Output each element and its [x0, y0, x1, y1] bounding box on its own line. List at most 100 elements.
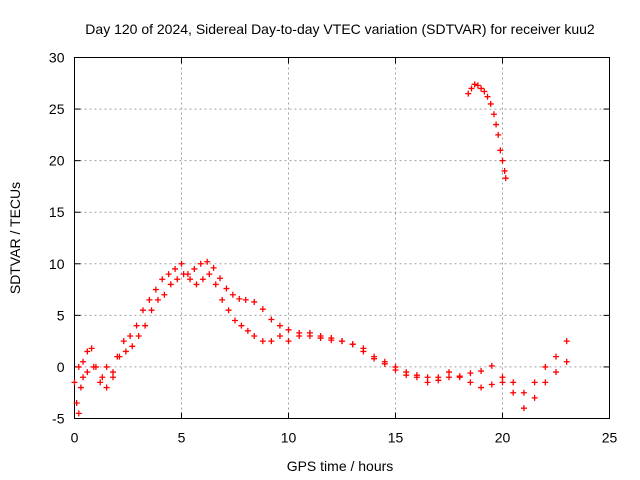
data-point [478, 85, 485, 92]
data-point [103, 363, 110, 370]
data-point [80, 358, 87, 365]
data-point [142, 322, 149, 329]
data-point [360, 345, 367, 352]
data-point [563, 338, 570, 345]
x-tick-label: 20 [495, 430, 511, 446]
data-point [553, 369, 559, 376]
data-point [531, 379, 538, 386]
y-tick-labels: -5 0 5 10 15 20 25 30 [49, 50, 65, 427]
data-point [238, 322, 245, 329]
data-point [510, 389, 517, 396]
data-point [403, 372, 410, 379]
series-3 [465, 81, 509, 182]
data-point [197, 260, 204, 267]
data-point [456, 374, 463, 381]
data-point [268, 316, 275, 323]
data-point [465, 90, 472, 97]
data-point [127, 332, 134, 339]
data-point [172, 265, 179, 272]
data-point [75, 410, 82, 417]
chart-title: Day 120 of 2024, Sidereal Day-to-day VTE… [85, 21, 595, 37]
data-point [135, 332, 142, 339]
data-points [71, 81, 570, 417]
data-point [154, 296, 161, 303]
data-point [259, 338, 266, 345]
data-point [120, 338, 127, 345]
data-point [110, 374, 117, 381]
y-axis-label: SDTVAR / TECUs [7, 182, 23, 294]
data-point [487, 100, 494, 107]
data-point [174, 276, 181, 283]
data-point [478, 368, 485, 375]
x-tick-label: 15 [388, 430, 404, 446]
data-point [187, 276, 194, 283]
data-point [84, 369, 91, 376]
data-point [285, 326, 292, 333]
data-point [73, 400, 80, 407]
data-point [413, 374, 420, 381]
data-point [268, 338, 275, 345]
data-point [199, 276, 206, 283]
data-point [75, 363, 82, 370]
data-point [542, 379, 549, 386]
axis-ticks [74, 57, 610, 419]
data-point [88, 345, 95, 352]
data-point [484, 93, 491, 100]
data-point [392, 367, 399, 374]
data-point [467, 379, 474, 386]
data-point [276, 322, 283, 329]
data-point [161, 291, 168, 298]
data-point [381, 358, 388, 365]
data-point [84, 348, 91, 355]
data-point [242, 296, 249, 303]
data-point [471, 81, 478, 88]
data-point [77, 384, 84, 391]
y-tick-label: -5 [52, 411, 65, 427]
data-point [148, 307, 155, 314]
data-point [424, 379, 431, 386]
data-point [478, 384, 485, 391]
data-point [276, 332, 283, 339]
data-point [223, 285, 230, 292]
x-axis-label: GPS time / hours [287, 458, 394, 474]
y-tick-label: 15 [49, 204, 65, 220]
data-point [285, 338, 292, 345]
grid-lines [74, 57, 610, 419]
data-point [251, 332, 258, 339]
data-point [467, 370, 474, 377]
data-point [206, 271, 213, 278]
data-point [146, 296, 153, 303]
data-point [219, 296, 226, 303]
x-tick-label: 10 [281, 430, 297, 446]
y-tick-label: 25 [49, 101, 65, 117]
data-point [71, 379, 78, 386]
series-2 [75, 271, 570, 412]
data-point [499, 379, 506, 386]
data-point [152, 286, 159, 293]
data-point [204, 258, 211, 265]
data-point [563, 358, 570, 365]
data-point [210, 264, 217, 271]
data-point [167, 281, 174, 288]
data-point [499, 157, 506, 164]
x-tick-label: 0 [71, 430, 79, 446]
data-point [328, 335, 335, 342]
x-tick-label: 25 [602, 430, 618, 446]
data-point [90, 363, 97, 370]
data-point [317, 332, 324, 339]
data-point [296, 332, 303, 339]
data-point [225, 307, 232, 314]
data-point [217, 275, 224, 282]
data-point [531, 394, 538, 401]
y-tick-label: 30 [49, 50, 65, 66]
data-point [133, 322, 140, 329]
data-point [349, 341, 356, 348]
data-point [339, 338, 345, 345]
data-point [236, 295, 243, 302]
y-tick-label: 0 [57, 359, 65, 375]
data-point [165, 271, 172, 278]
data-point [191, 265, 198, 272]
data-point [232, 317, 238, 324]
data-point [99, 374, 106, 381]
data-point [553, 353, 559, 360]
